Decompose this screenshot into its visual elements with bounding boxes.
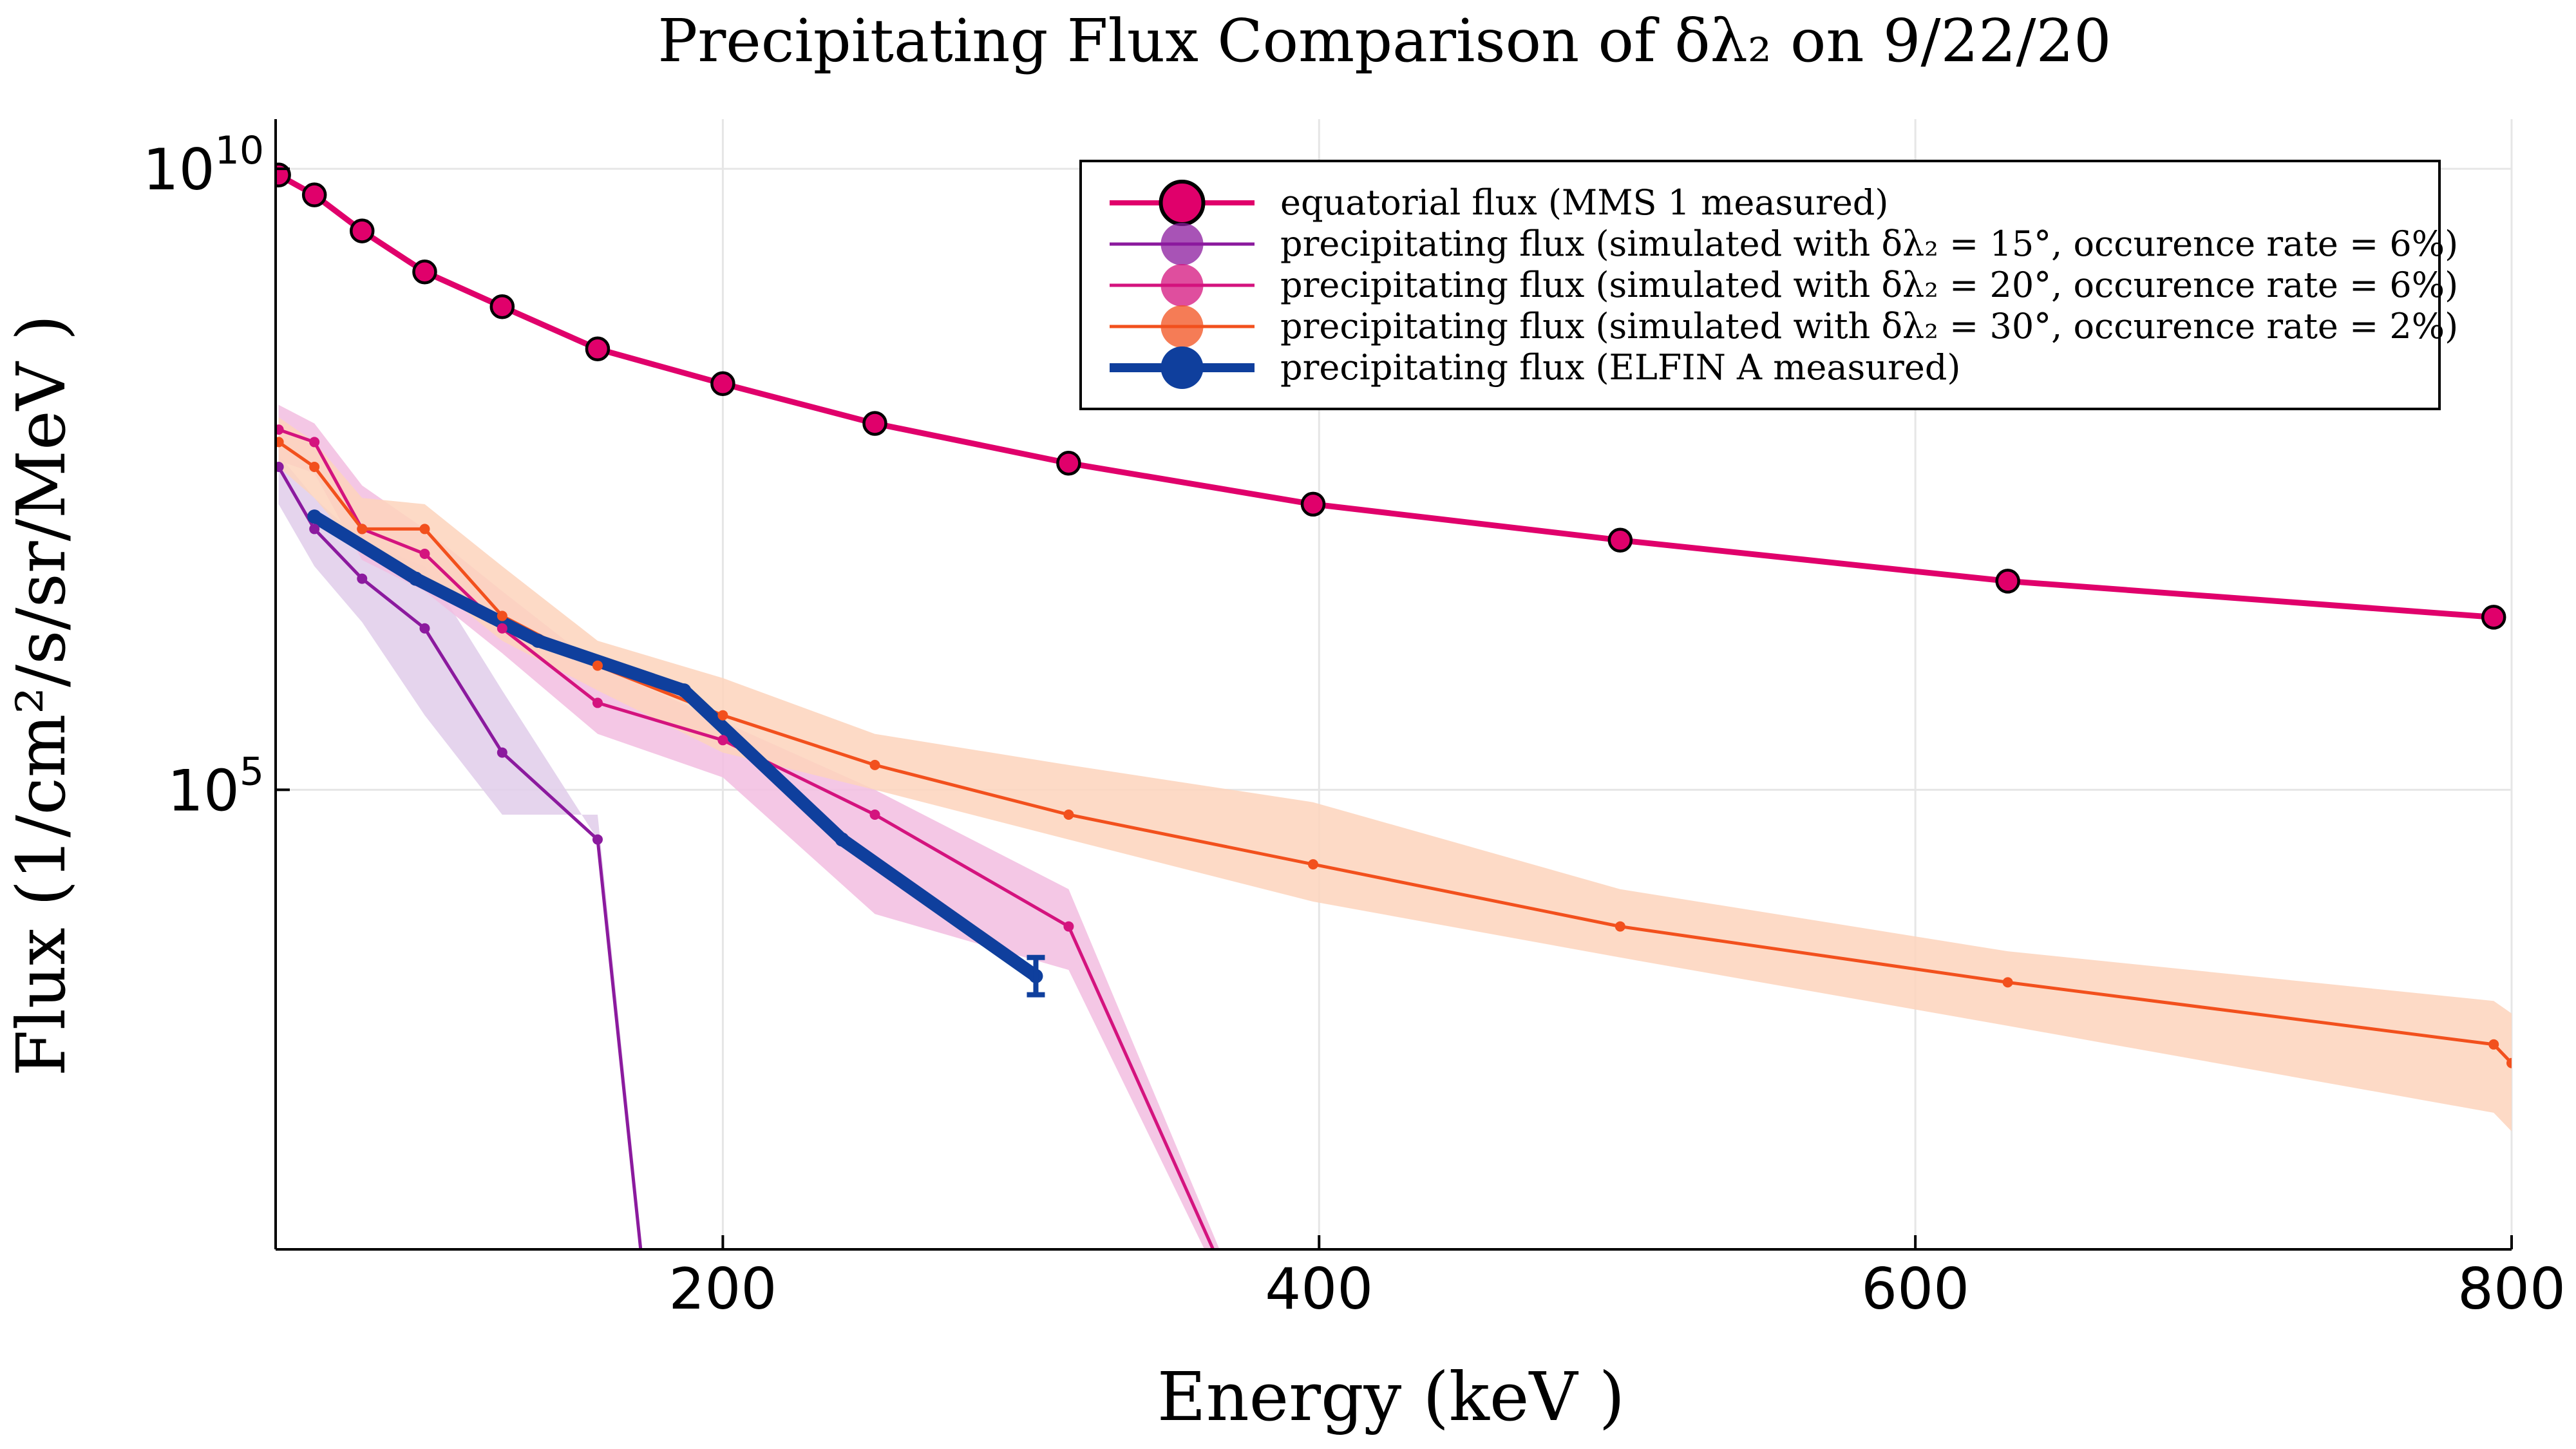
data-point-equatorial <box>2481 605 2506 630</box>
data-point-2 <box>276 424 284 435</box>
data-point-3 <box>2488 1039 2499 1050</box>
data-point-1 <box>592 834 603 845</box>
data-point-3 <box>1615 921 1625 932</box>
data-point-elfin <box>677 683 692 698</box>
data-point-2 <box>419 549 430 559</box>
legend-marker <box>1160 223 1204 265</box>
data-point-2 <box>1063 921 1074 932</box>
data-point-equatorial <box>1056 450 1081 476</box>
data-point-elfin <box>307 509 322 524</box>
data-point-1 <box>276 462 284 472</box>
uncertainty-band-3 <box>278 417 2512 1132</box>
data-point-1 <box>309 524 320 535</box>
legend-label: precipitating flux (ELFIN A measured) <box>1280 347 1960 388</box>
x-axis-label: Energy (keV ) <box>1157 1358 1625 1436</box>
x-tick-label: 200 <box>668 1256 777 1322</box>
data-point-3 <box>2506 1057 2512 1068</box>
legend-label: precipitating flux (simulated with δλ₂ =… <box>1280 265 2458 305</box>
data-point-equatorial <box>350 218 375 243</box>
legend-marker <box>1160 305 1204 348</box>
legend-marker <box>1160 346 1204 389</box>
data-point-equatorial <box>585 336 611 362</box>
data-point-2 <box>309 437 320 448</box>
series-line-2 <box>278 428 1215 1249</box>
legend-label: equatorial flux (MMS 1 measured) <box>1280 182 1888 223</box>
data-point-equatorial <box>710 371 735 397</box>
data-point-equatorial <box>862 411 887 436</box>
series-markers <box>276 162 2512 1068</box>
data-point-equatorial <box>412 259 437 285</box>
legend-box <box>1079 160 2441 410</box>
data-point-3 <box>357 524 368 535</box>
data-point-3 <box>309 462 320 472</box>
y-tick-label: 105 <box>167 749 264 824</box>
y-axis-label: Flux (1/cm²/s/sr/MeV ) <box>2 315 80 1077</box>
y-tick-label: 1010 <box>143 128 264 203</box>
x-tick-label: 800 <box>2458 1256 2566 1322</box>
data-point-1 <box>419 623 430 634</box>
legend-label: precipitating flux (simulated with δλ₂ =… <box>1280 223 2458 264</box>
data-point-3 <box>497 611 507 621</box>
x-tick-label: 600 <box>1861 1256 1969 1322</box>
data-point-1 <box>497 747 507 758</box>
legend-marker <box>1160 264 1204 307</box>
data-point-equatorial <box>301 182 327 207</box>
chart-title: Precipitating Flux Comparison of δλ₂ on … <box>658 6 2111 75</box>
data-point-3 <box>1308 859 1319 870</box>
data-point-1 <box>357 573 368 584</box>
legend-label: precipitating flux (simulated with δλ₂ =… <box>1280 306 2458 346</box>
data-point-3 <box>869 759 880 770</box>
tick-labels: 200 400 600 800 105 1010 <box>143 128 2566 1322</box>
data-point-elfin <box>408 571 423 586</box>
series-line-3 <box>278 440 2512 1065</box>
data-point-3 <box>717 710 728 721</box>
data-point-3 <box>2002 977 2013 988</box>
data-point-3 <box>419 524 430 535</box>
data-point-equatorial <box>1995 569 2020 594</box>
data-point-2 <box>717 735 728 746</box>
axes <box>274 119 2513 1251</box>
x-tick-label: 400 <box>1265 1256 1373 1322</box>
data-point-elfin <box>835 832 849 847</box>
series-line-elfin <box>308 510 1043 983</box>
data-point-2 <box>592 697 603 708</box>
data-point-2 <box>869 810 880 820</box>
data-point-equatorial <box>1300 491 1326 517</box>
legend: equatorial flux (MMS 1 measured)precipit… <box>1079 160 2458 410</box>
data-point-3 <box>592 660 603 671</box>
data-point-equatorial <box>1607 527 1633 553</box>
data-point-elfin <box>531 634 545 648</box>
data-point-3 <box>276 437 284 448</box>
data-point-2 <box>497 623 507 634</box>
data-point-equatorial <box>489 294 515 319</box>
data-point-3 <box>1063 810 1074 820</box>
legend-marker <box>1159 180 1206 226</box>
